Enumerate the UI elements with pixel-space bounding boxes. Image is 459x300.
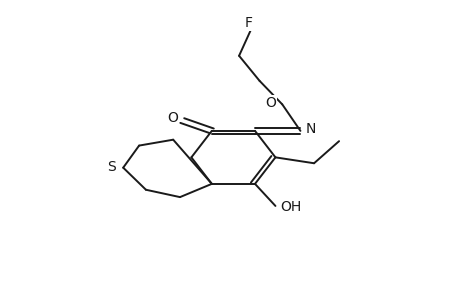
Text: O: O [265, 96, 276, 110]
Text: OH: OH [279, 200, 300, 214]
Text: N: N [305, 122, 315, 136]
Text: S: S [107, 160, 116, 174]
Text: F: F [244, 16, 252, 30]
Text: O: O [167, 111, 177, 125]
